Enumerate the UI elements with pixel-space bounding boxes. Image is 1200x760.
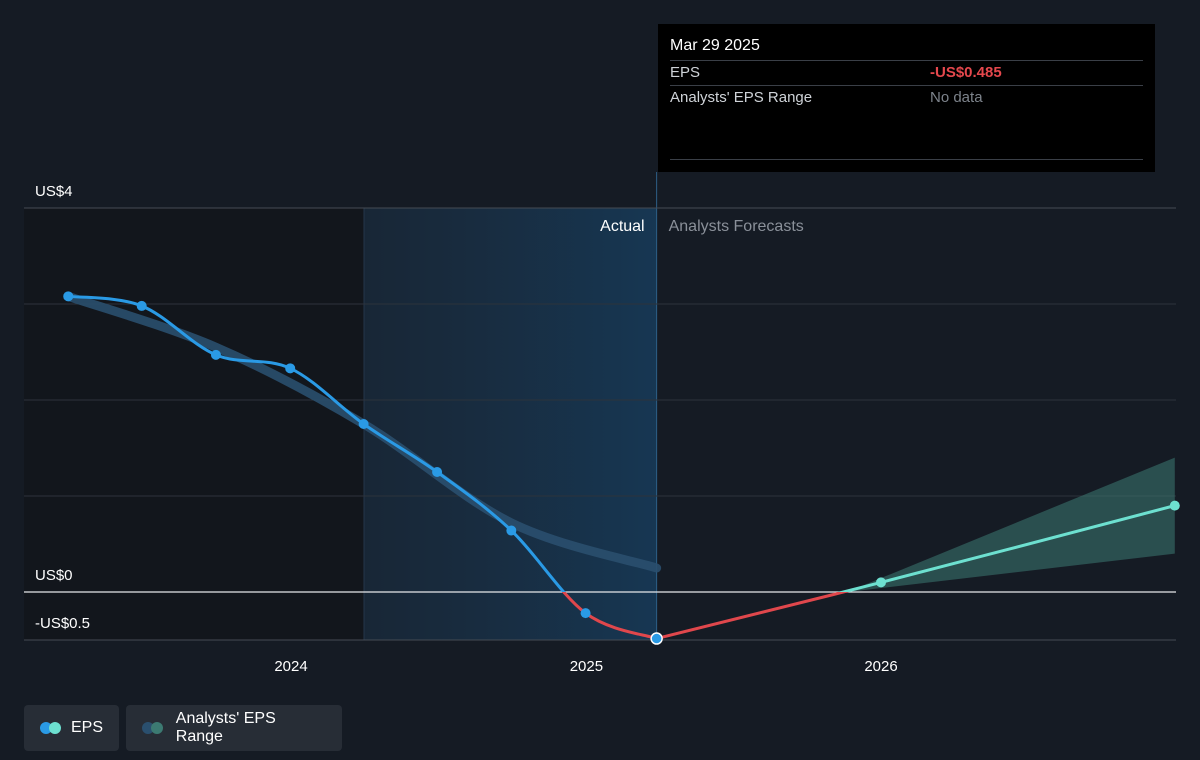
legend-eps-label: EPS [70, 719, 103, 736]
eps-point [285, 363, 296, 374]
x-tick-label: 2025 [570, 658, 603, 675]
eps-point [136, 300, 147, 311]
eps-point [210, 349, 221, 360]
tooltip-range-value: No data [930, 89, 983, 106]
eps-forecast-point [1169, 500, 1180, 511]
tooltip-divider [670, 60, 1143, 61]
eps-legend-icon [40, 722, 61, 734]
tooltip-panel: Mar 29 2025 EPS -US$0.485 Analysts' EPS … [658, 24, 1155, 172]
legend-analysts-range[interactable]: Analysts' EPS Range [126, 705, 342, 751]
tooltip-range-label: Analysts' EPS Range [670, 89, 813, 106]
actual-region [364, 208, 657, 640]
past-shade [24, 208, 364, 640]
tooltip-eps-label: EPS [670, 64, 701, 81]
x-tick-label: 2026 [864, 658, 897, 675]
actual-label: Actual [600, 218, 644, 235]
eps-forecast-point [876, 577, 886, 588]
eps-point [432, 467, 443, 477]
tooltip-date: Mar 29 2025 [670, 37, 760, 54]
eps-point [63, 291, 74, 302]
x-tick-label: 2024 [274, 658, 307, 675]
y-axis-label: -US$0.5 [35, 615, 90, 632]
eps-point [650, 632, 663, 645]
tooltip-divider [670, 85, 1143, 86]
eps-forecast-negative-line [656, 592, 850, 641]
legend-eps[interactable]: EPS [24, 705, 119, 751]
tooltip-eps-value: -US$0.485 [930, 64, 1002, 81]
y-axis-label: US$0 [35, 567, 73, 584]
y-axis-label: US$4 [35, 183, 73, 200]
range-legend-icon [142, 722, 166, 734]
eps-point [358, 419, 369, 429]
forecast-range-band [847, 457, 1175, 592]
eps-point [506, 525, 517, 536]
eps-point [580, 608, 591, 619]
forecast-label: Analysts Forecasts [669, 218, 804, 235]
tooltip-divider [670, 159, 1143, 160]
legend-range-label: Analysts' EPS Range [175, 710, 276, 745]
